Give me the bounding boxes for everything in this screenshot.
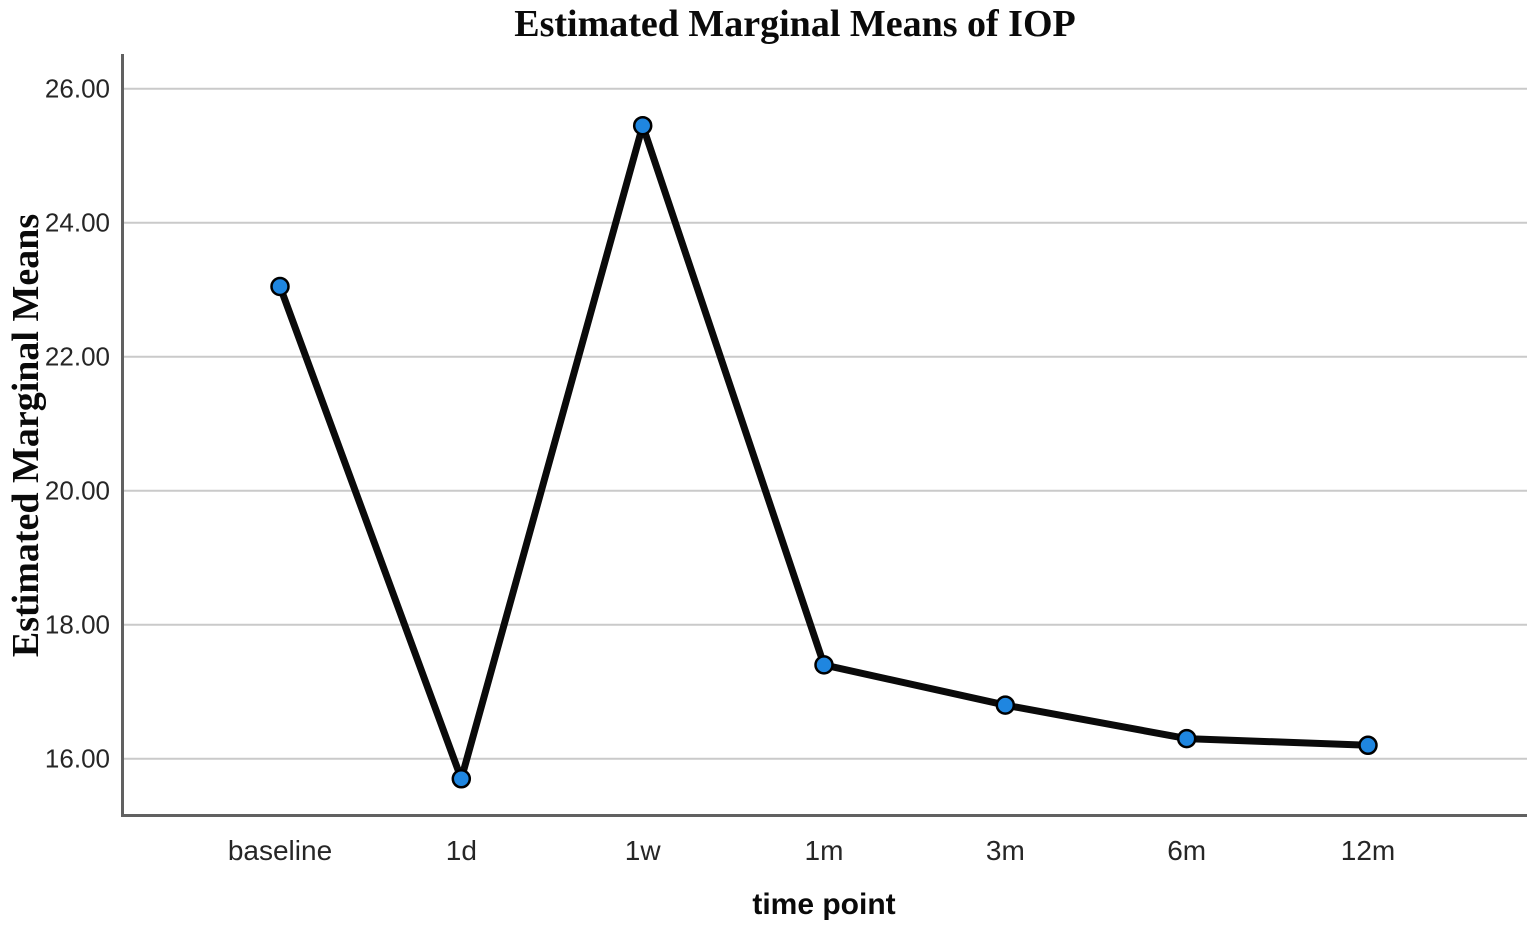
x-tick-label: 6m xyxy=(1167,835,1207,866)
chart-title: Estimated Marginal Means of IOP xyxy=(514,3,1076,45)
x-axis-title: time point xyxy=(752,888,896,921)
plot-area xyxy=(121,54,1527,817)
data-point-1d xyxy=(451,769,472,789)
y-tick-label: 22.00 xyxy=(44,341,110,372)
y-tick-label: 24.00 xyxy=(44,207,110,238)
data-point-1m xyxy=(814,655,834,675)
x-tick-label: 1d xyxy=(445,835,477,866)
data-point-6m xyxy=(1176,728,1197,749)
y-tick-label: 16.00 xyxy=(44,743,110,774)
x-tick-label: 1w xyxy=(624,835,661,866)
x-tick-label: 1m xyxy=(804,835,844,866)
data-point-3m xyxy=(995,695,1016,715)
y-tick-label: 18.00 xyxy=(44,609,110,640)
x-tick-label: baseline xyxy=(227,835,333,866)
y-axis-title-area: Estimated Marginal Means xyxy=(5,214,47,657)
y-axis-title: Estimated Marginal Means xyxy=(5,214,47,657)
data-point-baseline xyxy=(270,276,290,297)
x-tick-label: 3m xyxy=(985,835,1025,866)
y-tick-label: 26.00 xyxy=(44,73,110,104)
data-point-12m xyxy=(1358,735,1378,756)
data-point-1w xyxy=(632,115,653,136)
y-tick-label: 20.00 xyxy=(44,475,110,506)
x-tick-label: 12m xyxy=(1340,835,1396,866)
